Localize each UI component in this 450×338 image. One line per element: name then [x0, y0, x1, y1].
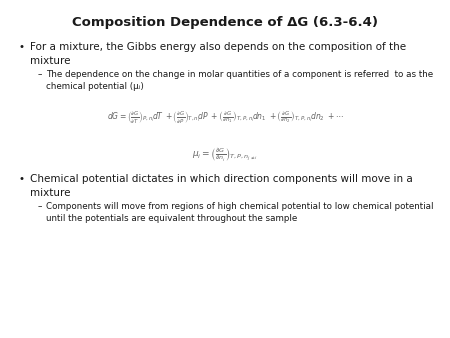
- Text: –: –: [38, 202, 42, 211]
- Text: Composition Dependence of ΔG (6.3-6.4): Composition Dependence of ΔG (6.3-6.4): [72, 16, 378, 29]
- Text: •: •: [18, 42, 24, 52]
- Text: The dependence on the change in molar quantities of a component is referred  to : The dependence on the change in molar qu…: [46, 70, 433, 91]
- Text: –: –: [38, 70, 42, 79]
- Text: •: •: [18, 174, 24, 184]
- Text: Chemical potential dictates in which direction components will move in a
mixture: Chemical potential dictates in which dir…: [30, 174, 413, 198]
- Text: $\mu_i = \left(\frac{\partial G}{\partial n_i}\right)_{T,P,n_{j\neq i}}$: $\mu_i = \left(\frac{\partial G}{\partia…: [192, 146, 258, 163]
- Text: $dG = \left(\frac{\partial G}{\partial T}\right)_{P,n_i\!} dT \; + \left(\frac{\: $dG = \left(\frac{\partial G}{\partial T…: [107, 110, 343, 126]
- Text: For a mixture, the Gibbs energy also depends on the composition of the
mixture: For a mixture, the Gibbs energy also dep…: [30, 42, 406, 66]
- Text: Components will move from regions of high chemical potential to low chemical pot: Components will move from regions of hig…: [46, 202, 433, 223]
